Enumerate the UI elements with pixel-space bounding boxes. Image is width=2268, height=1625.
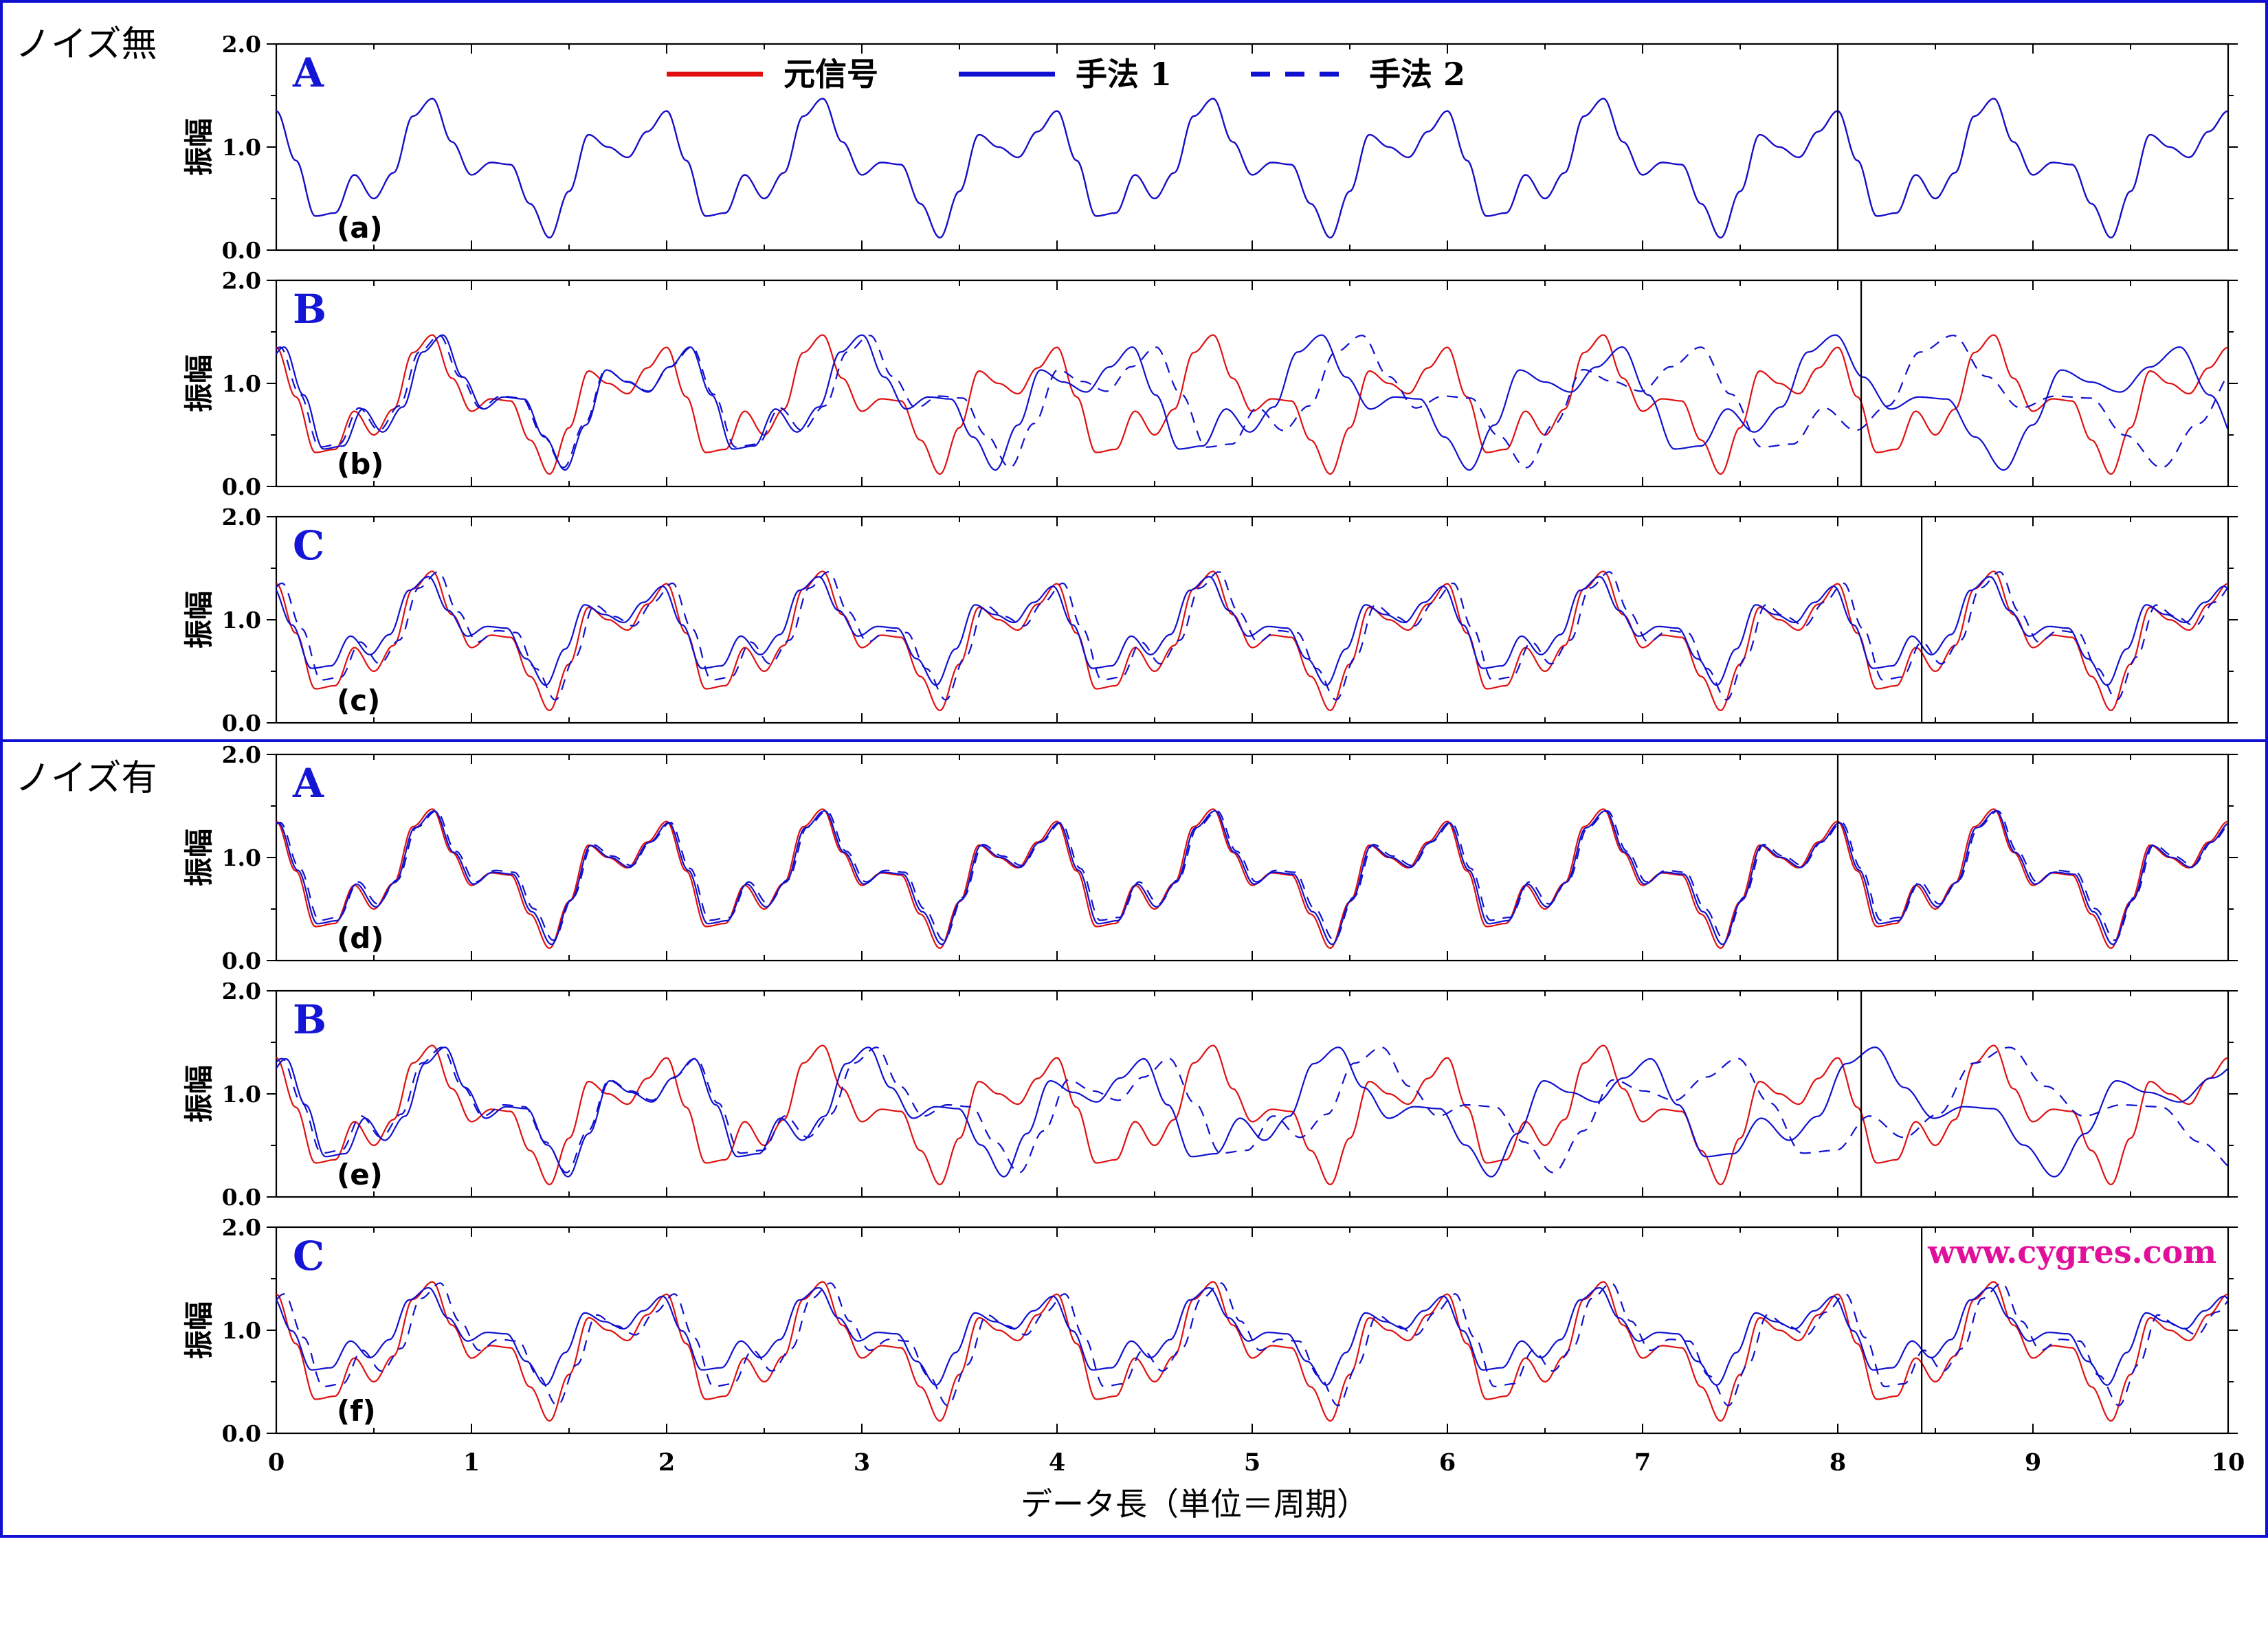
x-tick-label: 8 [1830, 1448, 1846, 1477]
series-method1-e [276, 1046, 2228, 1178]
y-axis-title: 振幅 [182, 829, 216, 886]
x-axis-title: データ長（単位＝周期） [1021, 1486, 1368, 1523]
y-tick-label: 1.0 [222, 844, 261, 871]
subplot-label: (c) [337, 684, 380, 717]
y-tick-label: 1.0 [222, 1317, 261, 1344]
y-tick-label: 2.0 [222, 978, 261, 1005]
x-tick-label: 5 [1244, 1448, 1260, 1477]
y-tick-label: 0.0 [222, 948, 261, 974]
series-method2-a [276, 98, 2228, 239]
y-tick-label: 2.0 [222, 1214, 261, 1241]
x-tick-label: 0 [268, 1448, 285, 1477]
section-label-noise-free: ノイズ無 [15, 24, 157, 65]
y-axis-title: 振幅 [182, 118, 216, 176]
x-tick-label: 3 [854, 1448, 870, 1477]
series-method2-d [276, 810, 2228, 941]
method-label: C [293, 1233, 324, 1279]
series-original-d [276, 808, 2228, 950]
y-axis-title: 振幅 [182, 355, 216, 412]
y-axis-title: 振幅 [182, 1301, 216, 1359]
series-method2-b [276, 335, 2228, 469]
subplot-label: (d) [337, 921, 383, 955]
legend: 元信号 手法 1 手法 2 [667, 56, 1465, 93]
method-label: A [292, 49, 324, 96]
y-tick-label: 0.0 [222, 473, 261, 500]
y-tick-label: 2.0 [222, 504, 261, 530]
plot-area-e [276, 1044, 2228, 1186]
series-method2-e [276, 1046, 2228, 1174]
y-tick-label: 0.0 [222, 1184, 261, 1211]
subplot-label: (f) [337, 1394, 376, 1428]
series-method2-f [276, 1282, 2228, 1407]
noisy-frame [0, 739, 2268, 1538]
series-method1-b [276, 334, 2228, 471]
y-tick-label: 2.0 [222, 741, 261, 768]
series-original-c [276, 570, 2228, 712]
x-tick-label: 6 [1439, 1448, 1456, 1477]
plot-area-b [276, 334, 2228, 475]
plot-area-a [276, 98, 2228, 239]
legend-label-original: 元信号 [783, 56, 878, 93]
panel-d: 0.0 1.0 2.0 振幅 A (d) [182, 741, 2238, 974]
method-label: C [293, 522, 324, 569]
x-tick-label: 7 [1634, 1448, 1651, 1477]
subplot-label: (a) [337, 211, 383, 245]
subplot-label: (e) [337, 1158, 383, 1191]
method-label: B [293, 996, 326, 1043]
y-axis-title: 振幅 [182, 591, 216, 649]
x-tick-label: 1 [463, 1448, 480, 1477]
watermark: www.cygres.com [1927, 1233, 2216, 1270]
series-original-e [276, 1044, 2228, 1186]
y-tick-label: 0.0 [222, 1420, 261, 1447]
x-tick-label: 9 [2025, 1448, 2041, 1477]
method-label: B [293, 286, 326, 333]
x-tick-label: 10 [2212, 1448, 2245, 1477]
panel-a: 0.0 1.0 2.0 振幅 A (a) [182, 31, 2238, 264]
y-tick-label: 2.0 [222, 267, 261, 294]
y-axis-title: 振幅 [182, 1065, 216, 1123]
series-method2-c [276, 571, 2228, 701]
legend-label-method1: 手法 1 [1076, 56, 1172, 93]
y-tick-label: 1.0 [222, 370, 261, 397]
series-original-f [276, 1281, 2228, 1422]
panels: 0.0 1.0 2.0 振幅 A (a) 0.0 1.0 2.0 振幅 B (b) 0.0 1.0 2.0 振… [182, 31, 2238, 1447]
panel-e: 0.0 1.0 2.0 振幅 B (e) [182, 978, 2238, 1211]
panel-b: 0.0 1.0 2.0 振幅 B (b) [182, 267, 2238, 500]
x-tick-labels: 0 1 2 3 4 5 6 7 8 9 10 [268, 1448, 2245, 1477]
plot-area-c [276, 570, 2228, 712]
legend-label-method2: 手法 2 [1369, 56, 1465, 93]
series-method1-d [276, 810, 2228, 945]
subplot-label: (b) [337, 447, 383, 481]
panel-c: 0.0 1.0 2.0 振幅 C (c) [182, 504, 2238, 737]
section-label-noisy: ノイズ有 [15, 758, 157, 799]
y-tick-label: 0.0 [222, 237, 261, 264]
y-tick-label: 1.0 [222, 134, 261, 161]
plot-area-d [276, 808, 2228, 950]
plot-area-f [276, 1281, 2228, 1422]
x-tick-label: 2 [658, 1448, 675, 1477]
panel-f: 0.0 1.0 2.0 振幅 C (f) [182, 1214, 2238, 1447]
method-label: A [292, 760, 324, 807]
y-tick-label: 0.0 [222, 710, 261, 737]
x-tick-label: 4 [1049, 1448, 1065, 1477]
y-tick-label: 1.0 [222, 1081, 261, 1108]
y-tick-label: 2.0 [222, 31, 261, 58]
y-tick-label: 1.0 [222, 607, 261, 634]
